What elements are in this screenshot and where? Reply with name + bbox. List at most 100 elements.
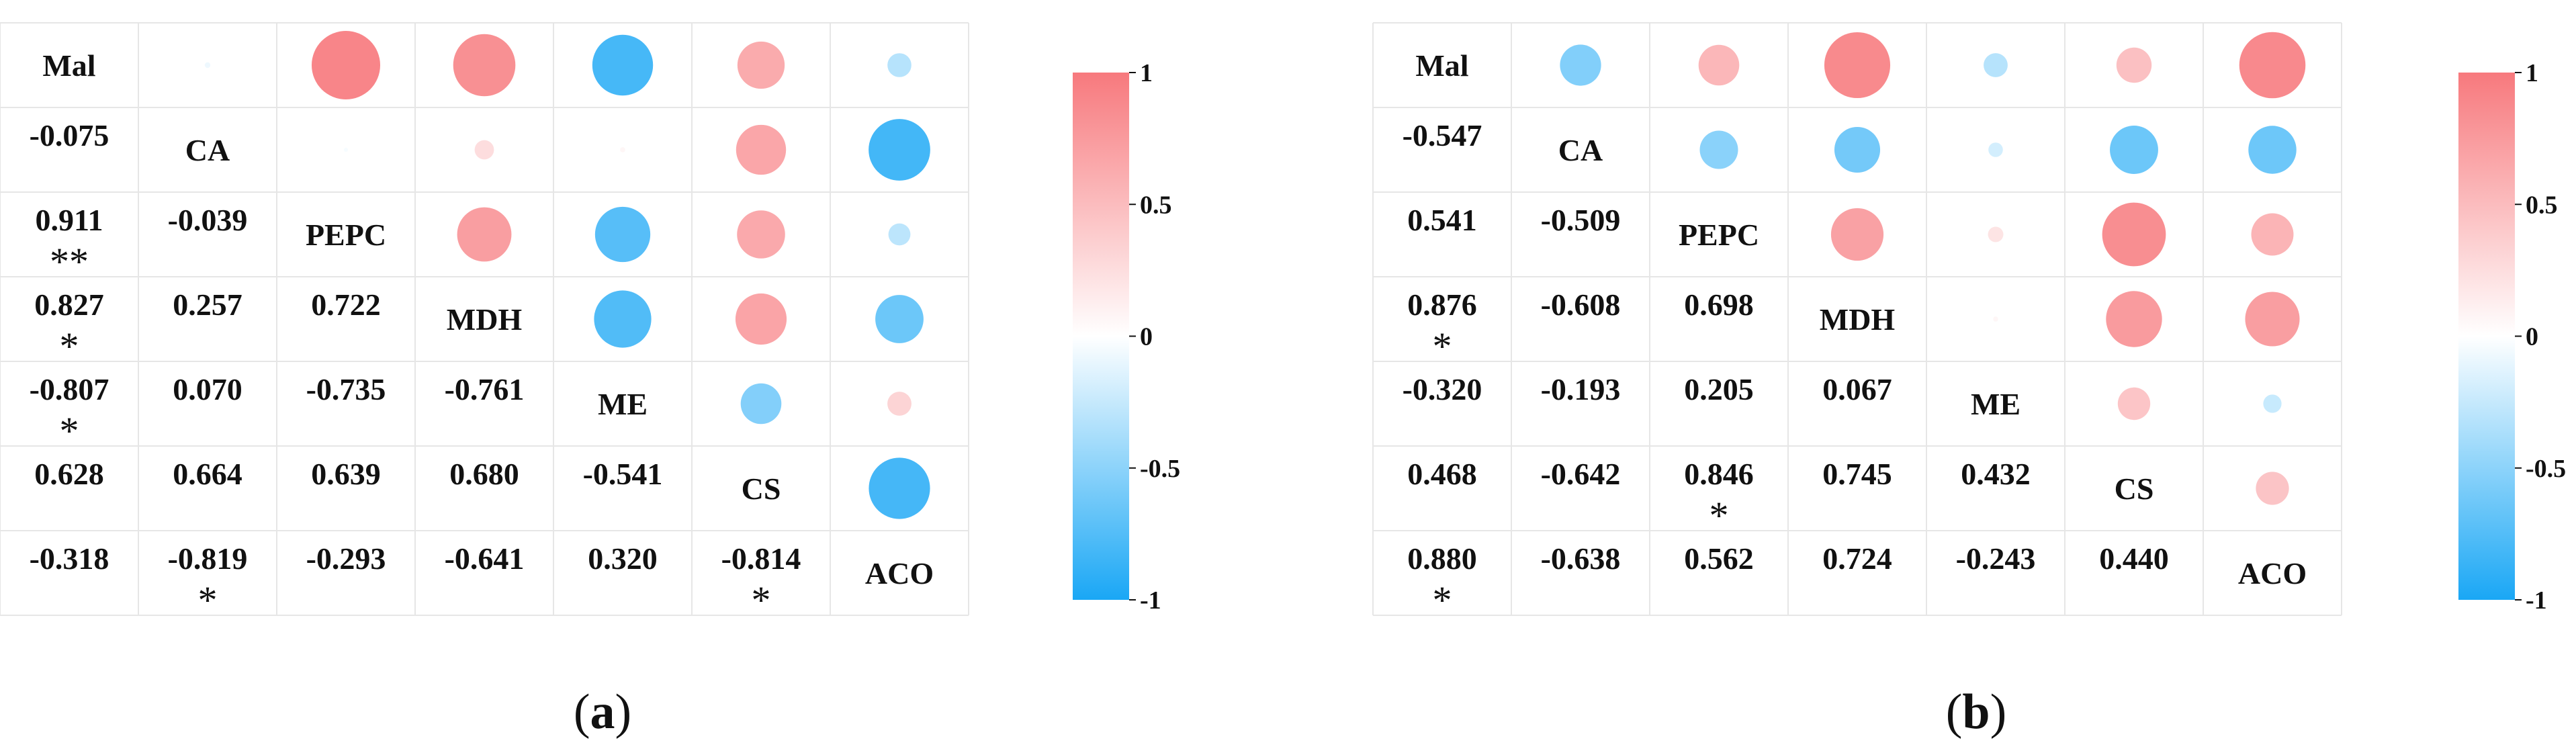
correlation-value: 0.562 [1684, 541, 1754, 576]
correlation-circle [2248, 126, 2297, 174]
correlation-circle [474, 140, 494, 160]
correlation-value: 0.724 [1822, 541, 1892, 576]
correlation-circle [344, 148, 348, 152]
correlation-circle [1834, 126, 1881, 173]
correlation-value: 0.698 [1684, 287, 1754, 322]
correlation-circle [592, 34, 654, 96]
variable-label: MDH [1820, 302, 1896, 337]
correlation-circle [2110, 126, 2158, 174]
correlation-circle [2251, 213, 2294, 256]
correlation-circle [2256, 472, 2289, 505]
significance-marker: ** [50, 240, 89, 283]
variable-label: CS [2115, 472, 2154, 506]
correlation-circle [2106, 291, 2162, 347]
variable-label: PEPC [306, 218, 386, 252]
correlation-circle [735, 293, 787, 345]
significance-marker: * [60, 324, 79, 368]
correlation-value: -0.243 [1956, 541, 2036, 576]
colorbar-gradient [2458, 73, 2515, 600]
correlation-value: -0.814 [721, 541, 801, 576]
colorbar-tick-label: 0 [1140, 323, 1153, 351]
panel-caption: (a) [574, 684, 631, 740]
correlation-circle [869, 119, 930, 181]
colorbar-tick-label: 0.5 [1140, 191, 1172, 219]
correlation-value: -0.807 [30, 372, 109, 406]
correlation-value: 0.827 [34, 287, 104, 322]
variable-label: PEPC [1679, 218, 1759, 252]
correlation-value: 0.639 [311, 457, 381, 491]
correlation-value: -0.320 [1403, 372, 1482, 406]
significance-marker: * [1433, 578, 1452, 622]
correlation-value: -0.547 [1403, 118, 1482, 152]
correlation-value: 0.257 [173, 287, 242, 322]
correlation-circle [888, 223, 911, 246]
colorbar-tick-label: -0.5 [1140, 455, 1180, 483]
correlation-circle [740, 383, 782, 425]
correlation-panel-b: Mal -0.547 CA 0.541 -0.509 PEPC 0.876 * -0.608 0.… [1372, 22, 2566, 740]
correlation-value: 0.205 [1684, 372, 1754, 406]
variable-label: ACO [865, 556, 934, 590]
correlation-value: 0.440 [2099, 541, 2169, 576]
variable-label: MDH [447, 302, 523, 337]
correlation-value: 0.680 [449, 457, 519, 491]
correlation-circle [2263, 394, 2282, 413]
correlation-value: -0.608 [1541, 287, 1621, 322]
correlation-value: -0.509 [1541, 203, 1621, 237]
correlation-value: 0.876 [1407, 287, 1477, 322]
correlation-value: -0.039 [168, 203, 248, 237]
colorbar-tick-label: -0.5 [2526, 455, 2566, 483]
correlation-value: -0.735 [306, 372, 386, 406]
correlation-circle [737, 41, 785, 89]
correlation-circle [887, 392, 912, 416]
correlation-circle [1988, 226, 2004, 242]
colorbar-tick-label: 0.5 [2526, 191, 2558, 219]
correlation-circle [1560, 44, 1601, 86]
correlation-circle [1824, 32, 1891, 99]
correlation-value: 0.067 [1822, 372, 1892, 406]
variable-label: Mal [1415, 48, 1468, 83]
correlation-circle [2116, 47, 2152, 83]
significance-marker: * [752, 578, 771, 622]
correlation-value: -0.641 [445, 541, 525, 576]
correlation-circle [2245, 292, 2300, 347]
correlation-value: -0.642 [1541, 457, 1621, 491]
colorbar-tick-label: -1 [2526, 586, 2547, 615]
correlation-value: -0.761 [445, 372, 525, 406]
correlation-circle [204, 62, 211, 69]
correlation-circle [875, 295, 924, 343]
correlation-value: 0.664 [173, 457, 242, 491]
correlation-value: -0.318 [30, 541, 109, 576]
colorbar-tick-label: 1 [2526, 59, 2538, 87]
variable-label: CA [185, 133, 230, 167]
correlation-circle [2117, 387, 2151, 420]
correlation-circle [457, 207, 512, 262]
correlation-value: 0.846 [1684, 457, 1754, 491]
correlation-value: -0.293 [306, 541, 386, 576]
correlation-circle [1993, 316, 1998, 322]
grid [1372, 22, 2342, 616]
colorbar-tick-label: 0 [2526, 323, 2538, 351]
correlation-value: 0.070 [173, 372, 242, 406]
correlation-value: 0.911 [36, 203, 103, 237]
grid [0, 22, 969, 616]
variable-label: CA [1558, 133, 1603, 167]
correlation-circle [1984, 53, 2008, 77]
colorbar: 1 0.5 0 -0.5 -1 [1073, 59, 1180, 615]
colorbar-tick-label: -1 [1140, 586, 1161, 615]
correlation-value: 0.320 [588, 541, 658, 576]
correlation-value: 0.628 [34, 457, 104, 491]
variable-label: ME [1971, 387, 2020, 421]
correlation-value: 0.745 [1822, 457, 1892, 491]
significance-marker: * [1709, 494, 1729, 537]
correlation-circle [311, 30, 381, 100]
correlation-value: 0.880 [1407, 541, 1477, 576]
correlation-circle [736, 124, 787, 175]
variable-label: CS [742, 472, 781, 506]
correlation-value: 0.541 [1407, 203, 1477, 237]
correlation-value: -0.075 [30, 118, 109, 152]
colorbar-tick-label: 1 [1140, 59, 1153, 87]
correlation-circle [594, 290, 652, 348]
panel-caption: (b) [1946, 684, 2006, 740]
colorbar-gradient [1073, 73, 1129, 600]
